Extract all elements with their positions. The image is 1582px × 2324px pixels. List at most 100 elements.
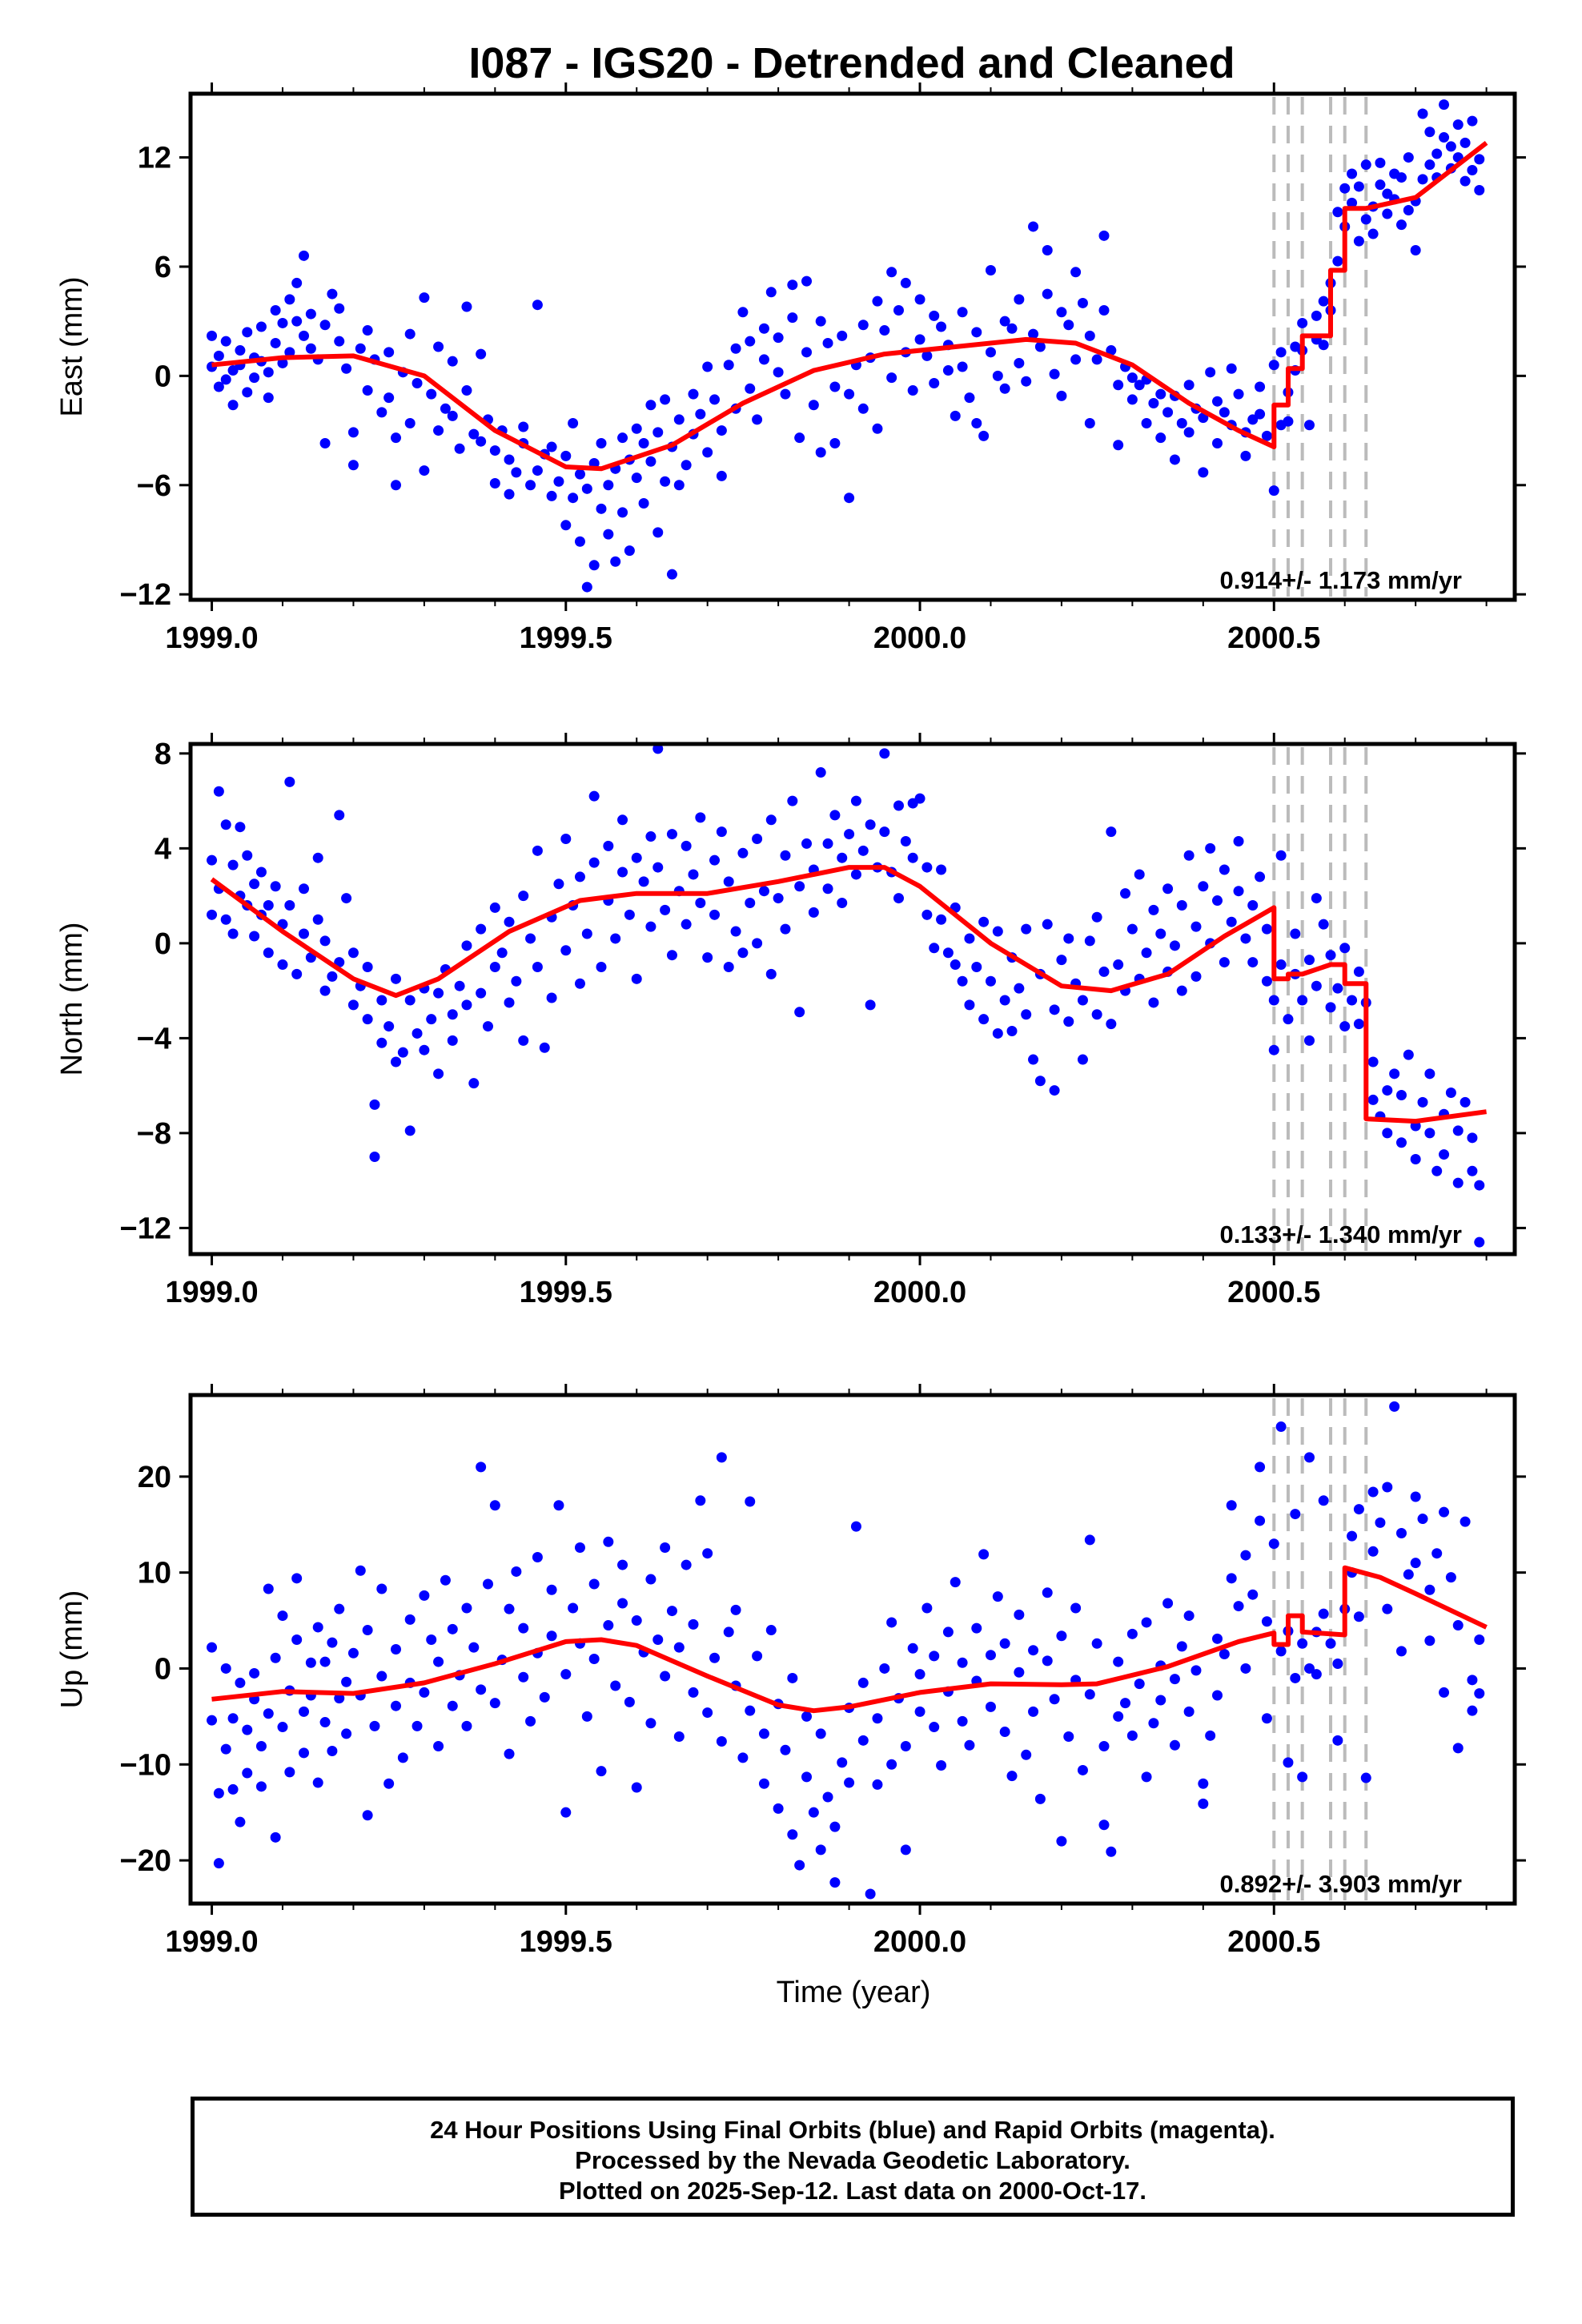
data-point bbox=[447, 356, 458, 367]
data-point bbox=[1169, 1739, 1180, 1751]
data-point bbox=[950, 1577, 961, 1588]
data-point bbox=[1424, 159, 1435, 171]
data-point bbox=[1410, 1491, 1421, 1502]
data-point bbox=[369, 1720, 380, 1731]
data-point bbox=[1255, 871, 1266, 883]
data-point bbox=[829, 810, 841, 821]
data-point bbox=[1240, 1663, 1251, 1674]
data-point bbox=[723, 876, 734, 887]
data-point bbox=[220, 1663, 231, 1674]
data-point bbox=[872, 1779, 883, 1790]
data-point bbox=[638, 876, 649, 887]
data-point bbox=[299, 330, 310, 341]
data-point bbox=[745, 336, 756, 347]
data-point bbox=[532, 465, 543, 476]
data-point bbox=[1268, 360, 1279, 371]
data-point bbox=[1424, 127, 1435, 138]
data-point bbox=[1353, 966, 1364, 977]
data-point bbox=[532, 1551, 543, 1562]
y-tick-label: −8 bbox=[137, 1117, 171, 1151]
data-point bbox=[737, 307, 749, 318]
data-point bbox=[270, 337, 281, 348]
data-point bbox=[752, 834, 763, 845]
model-fit-line bbox=[211, 1565, 1488, 1714]
data-point bbox=[312, 914, 323, 925]
data-point bbox=[971, 327, 982, 338]
data-point bbox=[1474, 1688, 1485, 1699]
data-point bbox=[560, 945, 572, 956]
data-point bbox=[1382, 188, 1393, 199]
data-point bbox=[235, 345, 246, 356]
data-point bbox=[404, 417, 416, 428]
data-point bbox=[879, 748, 890, 759]
data-point bbox=[1410, 1558, 1421, 1569]
data-point bbox=[1169, 940, 1180, 951]
data-point bbox=[1091, 1638, 1102, 1649]
data-point bbox=[723, 1626, 734, 1638]
data-point bbox=[900, 835, 911, 846]
data-point bbox=[391, 480, 402, 491]
data-point bbox=[716, 1736, 727, 1747]
data-point bbox=[737, 1752, 749, 1763]
data-point bbox=[1014, 1609, 1025, 1620]
data-point bbox=[1176, 417, 1187, 428]
data-point bbox=[347, 999, 359, 1011]
data-point bbox=[1410, 1153, 1421, 1164]
data-point bbox=[284, 776, 295, 787]
data-point bbox=[1268, 995, 1279, 1006]
data-point bbox=[985, 1650, 996, 1661]
data-point bbox=[588, 1578, 600, 1590]
data-point bbox=[412, 377, 423, 388]
data-point bbox=[758, 354, 769, 365]
data-point bbox=[568, 417, 579, 428]
data-point bbox=[1439, 99, 1450, 111]
data-point bbox=[1290, 1509, 1301, 1520]
data-point bbox=[1311, 310, 1322, 321]
data-point bbox=[1233, 1601, 1244, 1612]
data-point bbox=[617, 1559, 628, 1570]
data-point bbox=[752, 414, 763, 425]
data-point bbox=[568, 493, 579, 504]
data-point bbox=[829, 437, 841, 448]
data-point bbox=[964, 1739, 975, 1751]
data-point bbox=[730, 926, 741, 937]
data-point bbox=[964, 392, 975, 404]
data-point bbox=[1148, 1718, 1159, 1729]
data-point bbox=[957, 361, 968, 372]
data-point bbox=[1367, 1546, 1379, 1557]
data-point bbox=[220, 1743, 231, 1755]
data-point bbox=[489, 1698, 500, 1709]
data-point bbox=[745, 383, 756, 394]
data-point bbox=[1226, 363, 1237, 374]
data-point bbox=[1034, 1076, 1046, 1087]
data-point bbox=[596, 437, 607, 448]
data-point bbox=[681, 919, 692, 930]
data-point bbox=[1474, 1236, 1485, 1248]
data-point bbox=[1403, 1569, 1414, 1580]
data-point bbox=[376, 1037, 387, 1048]
data-point bbox=[1198, 467, 1209, 478]
data-point bbox=[581, 581, 592, 593]
data-point bbox=[560, 520, 572, 531]
data-point bbox=[1162, 407, 1174, 418]
data-point bbox=[1126, 394, 1138, 405]
data-point bbox=[1247, 414, 1259, 425]
data-point bbox=[546, 1584, 557, 1595]
data-point bbox=[872, 296, 883, 307]
data-point bbox=[907, 1642, 918, 1654]
data-point bbox=[213, 381, 224, 392]
data-point bbox=[1084, 330, 1095, 341]
data-point bbox=[1353, 1504, 1364, 1515]
data-point bbox=[950, 410, 961, 421]
data-point bbox=[249, 931, 260, 942]
x-tick-label: 1999.0 bbox=[165, 1276, 258, 1309]
data-point bbox=[518, 891, 529, 902]
data-point bbox=[1474, 154, 1485, 165]
data-point bbox=[1191, 1665, 1202, 1676]
data-point bbox=[426, 1014, 437, 1025]
data-point bbox=[758, 323, 769, 334]
data-point bbox=[673, 1731, 685, 1743]
data-point bbox=[624, 909, 635, 920]
data-point bbox=[263, 899, 274, 911]
data-point bbox=[504, 916, 515, 927]
